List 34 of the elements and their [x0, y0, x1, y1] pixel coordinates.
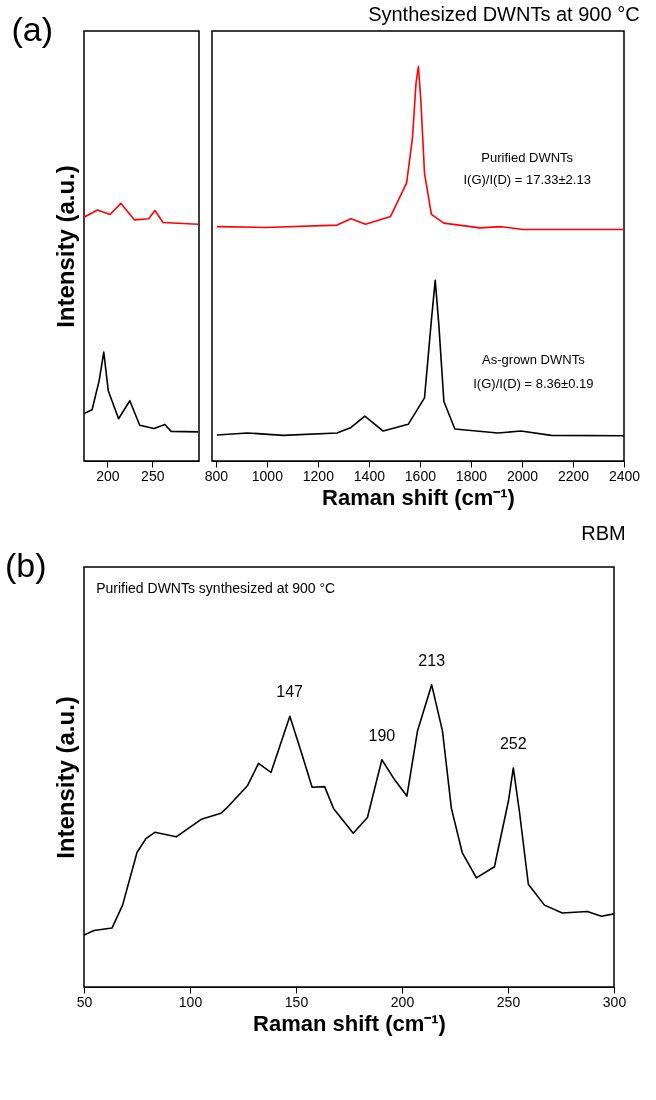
text: Purified DWNTs synthesized at 900 °C [96, 579, 336, 596]
x-tick-label: 1000 [251, 467, 284, 484]
x-tick-label: 200 [390, 993, 415, 1010]
annotation: 252 [499, 734, 527, 752]
x-tick-label: 800 [204, 467, 229, 484]
annotation: 190 [368, 726, 396, 744]
x-tick-label: 200 [96, 467, 120, 484]
x-tick-label: 50 [76, 993, 93, 1010]
x-tick-label: 250 [496, 993, 521, 1010]
x-axis-title: Raman shift (cm⁻¹) [322, 484, 515, 510]
x-axis-title: Raman shift (cm⁻¹) [253, 1010, 446, 1036]
annotation: As-grown DWNTs [482, 352, 586, 368]
x-tick-label: 1400 [353, 467, 386, 484]
y-axis-title: Intensity (a.u.) [51, 165, 79, 328]
chart-title: Synthesized DWNTs at 900 °C [368, 3, 640, 25]
x-tick-label: 1800 [455, 467, 488, 484]
text: (a) [11, 10, 54, 48]
x-tick-label: 2400 [608, 467, 641, 484]
text: (b) [4, 546, 47, 584]
chart-title: RBM [581, 522, 626, 544]
x-tick-label: 2200 [557, 467, 590, 484]
annotation: I(G)/I(D) = 8.36±0.19 [473, 376, 594, 392]
annotation: 213 [418, 651, 446, 669]
annotation: I(G)/I(D) = 17.33±2.13 [463, 171, 591, 187]
x-tick-label: 250 [141, 467, 165, 484]
x-tick-label: 100 [178, 993, 203, 1010]
y-axis-title: Intensity (a.u.) [51, 696, 79, 859]
annotation: Purified DWNTs [481, 150, 574, 166]
x-tick-label: 150 [284, 993, 309, 1010]
x-tick-label: 2000 [506, 467, 539, 484]
annotation: 147 [276, 683, 304, 701]
x-tick-label: 1200 [302, 467, 335, 484]
x-tick-label: 300 [602, 993, 627, 1010]
x-tick-label: 1600 [404, 467, 437, 484]
